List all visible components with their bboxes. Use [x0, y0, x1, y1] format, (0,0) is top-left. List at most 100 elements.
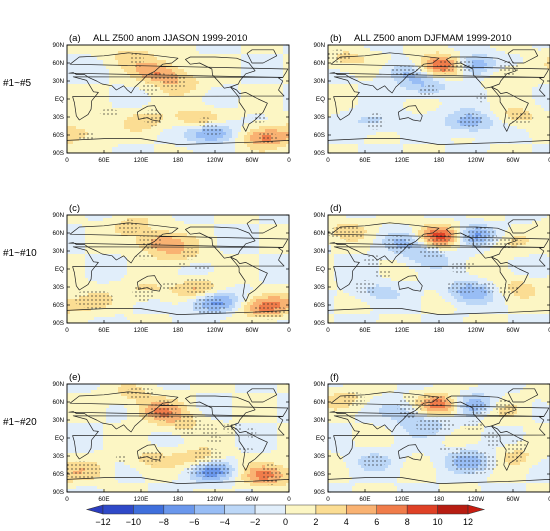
field-cell — [280, 69, 284, 73]
field-cell — [235, 120, 239, 124]
field-cell — [199, 45, 203, 49]
field-cell — [205, 75, 209, 79]
field-cell — [277, 102, 281, 106]
field-cell — [181, 69, 185, 73]
field-cell — [184, 102, 188, 106]
field-cell — [493, 105, 497, 109]
field-cell — [526, 84, 530, 88]
field-cell — [166, 99, 170, 103]
field-cell — [106, 135, 110, 139]
field-cell — [115, 135, 119, 139]
field-cell — [67, 48, 71, 52]
field-cell — [106, 48, 110, 52]
field-cell — [337, 111, 341, 115]
field-cell — [265, 123, 269, 127]
field-cell — [472, 126, 476, 130]
field-cell — [118, 84, 122, 88]
field-cell — [283, 51, 287, 55]
field-cell — [208, 114, 212, 118]
field-cell — [172, 144, 176, 148]
field-cell — [445, 123, 449, 127]
field-cell — [274, 57, 278, 61]
field-cell — [445, 90, 449, 94]
field-cell — [100, 78, 104, 82]
field-cell — [286, 138, 289, 142]
field-cell — [130, 99, 134, 103]
field-cell — [460, 135, 464, 139]
field-cell — [517, 57, 521, 61]
field-cell — [73, 99, 77, 103]
field-cell — [220, 105, 224, 109]
field-cell — [283, 105, 287, 109]
field-cell — [508, 93, 512, 97]
field-cell — [214, 111, 218, 115]
field-cell — [145, 123, 149, 127]
field-cell — [91, 120, 95, 124]
field-cell — [499, 102, 503, 106]
field-cell — [406, 93, 410, 97]
field-cell — [100, 99, 104, 103]
field-cell — [421, 69, 425, 73]
field-cell — [427, 69, 431, 73]
field-cell — [496, 48, 500, 52]
field-cell — [103, 69, 107, 73]
field-cell — [160, 96, 164, 100]
field-cell — [136, 99, 140, 103]
field-cell — [235, 135, 239, 139]
field-cell — [499, 72, 503, 76]
lon-tick-label: 60W — [246, 157, 259, 164]
field-cell — [529, 78, 533, 82]
field-cell — [334, 87, 338, 91]
field-cell — [460, 87, 464, 91]
field-cell — [532, 54, 536, 58]
field-cell — [169, 111, 173, 115]
field-cell — [214, 120, 218, 124]
field-cell — [469, 93, 473, 97]
field-cell — [208, 87, 212, 91]
field-cell — [196, 72, 200, 76]
field-cell — [466, 129, 470, 133]
field-cell — [106, 141, 110, 145]
field-cell — [253, 84, 257, 88]
field-cell — [199, 93, 203, 97]
field-cell — [502, 81, 506, 85]
field-cell — [187, 102, 191, 106]
field-cell — [493, 90, 497, 94]
field-cell — [352, 84, 356, 88]
field-cell — [85, 108, 89, 112]
field-cell — [202, 108, 206, 112]
field-cell — [469, 84, 473, 88]
field-cell — [148, 69, 152, 73]
field-cell — [157, 93, 161, 97]
field-cell — [220, 63, 224, 67]
field-cell — [130, 108, 134, 112]
field-cell — [148, 78, 152, 82]
field-cell — [280, 66, 284, 70]
field-cell — [466, 81, 470, 85]
field-cell — [196, 141, 200, 145]
field-cell — [109, 66, 113, 70]
field-cell — [418, 102, 422, 106]
field-cell — [199, 150, 203, 153]
field-cell — [241, 63, 245, 67]
field-cell — [490, 111, 494, 115]
field-cell — [487, 126, 491, 130]
field-cell — [367, 57, 371, 61]
field-cell — [535, 132, 539, 136]
field-cell — [241, 132, 245, 136]
field-cell — [496, 51, 500, 55]
field-cell — [463, 102, 467, 106]
field-cell — [454, 117, 458, 121]
field-cell — [286, 63, 289, 67]
field-cell — [250, 45, 254, 49]
field-cell — [241, 129, 245, 133]
field-cell — [418, 57, 422, 61]
field-cell — [202, 90, 206, 94]
field-cell — [439, 54, 443, 58]
field-cell — [439, 48, 443, 52]
field-cell — [430, 96, 434, 100]
field-cell — [433, 114, 437, 118]
field-cell — [433, 51, 437, 55]
field-cell — [361, 135, 365, 139]
